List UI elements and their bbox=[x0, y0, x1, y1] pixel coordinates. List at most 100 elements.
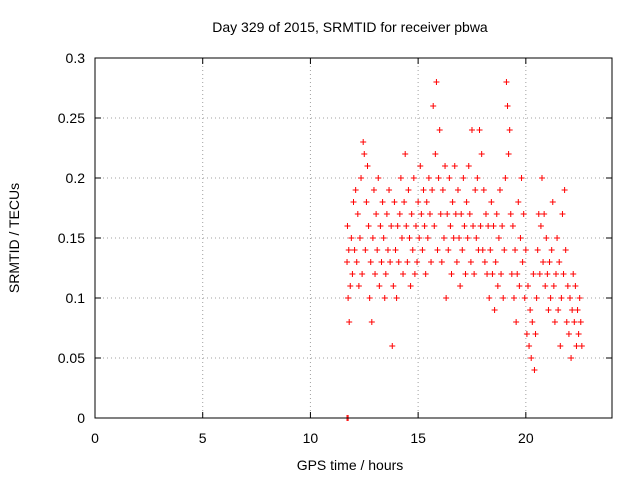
data-point bbox=[527, 307, 534, 313]
data-point bbox=[512, 247, 519, 253]
data-point bbox=[345, 247, 352, 253]
data-point bbox=[523, 331, 530, 337]
data-point bbox=[456, 235, 463, 241]
data-point bbox=[458, 211, 465, 217]
data-point bbox=[554, 235, 561, 241]
data-point bbox=[467, 259, 474, 265]
data-point bbox=[524, 283, 531, 289]
data-point bbox=[409, 247, 416, 253]
data-point bbox=[443, 295, 450, 301]
chart-title: Day 329 of 2015, SRMTID for receiver pbw… bbox=[212, 19, 488, 35]
y-axis-label: SRMTID / TECUs bbox=[6, 183, 22, 293]
x-tick-label: 5 bbox=[199, 430, 207, 446]
data-point bbox=[353, 259, 360, 265]
data-point bbox=[400, 271, 407, 277]
data-point bbox=[562, 247, 569, 253]
data-point bbox=[509, 223, 516, 229]
data-point bbox=[548, 247, 555, 253]
data-point bbox=[375, 175, 382, 181]
data-point bbox=[423, 199, 430, 205]
data-point bbox=[516, 283, 523, 289]
data-point bbox=[440, 235, 447, 241]
data-point bbox=[485, 223, 492, 229]
data-point bbox=[355, 283, 362, 289]
data-point bbox=[528, 355, 535, 361]
data-point bbox=[536, 271, 543, 277]
data-point bbox=[453, 259, 460, 265]
data-point bbox=[345, 295, 352, 301]
data-point bbox=[428, 259, 435, 265]
data-point bbox=[430, 103, 437, 109]
data-point bbox=[495, 235, 502, 241]
data-point bbox=[545, 307, 552, 313]
data-point bbox=[435, 175, 442, 181]
data-point bbox=[405, 187, 412, 193]
data-point bbox=[564, 283, 571, 289]
data-point bbox=[389, 343, 396, 349]
data-point bbox=[470, 223, 477, 229]
data-point bbox=[384, 247, 391, 253]
data-point bbox=[386, 187, 393, 193]
data-point bbox=[537, 223, 544, 229]
data-point bbox=[434, 247, 441, 253]
data-point bbox=[387, 259, 394, 265]
data-point bbox=[496, 187, 503, 193]
data-point bbox=[482, 211, 489, 217]
data-point bbox=[481, 259, 488, 265]
data-point bbox=[364, 163, 371, 169]
x-tick-label: 15 bbox=[410, 430, 426, 446]
data-point bbox=[410, 175, 417, 181]
data-point bbox=[463, 199, 470, 205]
data-point bbox=[383, 211, 390, 217]
data-point bbox=[365, 223, 372, 229]
data-point bbox=[366, 295, 373, 301]
data-point bbox=[578, 343, 585, 349]
data-point bbox=[408, 211, 415, 217]
data-point bbox=[531, 367, 538, 373]
data-point bbox=[369, 235, 376, 241]
data-point bbox=[431, 223, 438, 229]
data-point bbox=[401, 199, 408, 205]
data-point bbox=[503, 79, 510, 85]
data-point bbox=[406, 235, 413, 241]
data-point bbox=[454, 187, 461, 193]
data-point bbox=[359, 271, 366, 277]
data-point bbox=[572, 283, 579, 289]
data-point bbox=[420, 187, 427, 193]
data-point bbox=[373, 211, 380, 217]
data-point bbox=[397, 175, 404, 181]
data-point bbox=[493, 211, 500, 217]
data-point bbox=[436, 127, 443, 133]
data-point bbox=[367, 259, 374, 265]
data-point bbox=[477, 223, 484, 229]
data-point bbox=[544, 271, 551, 277]
data-point bbox=[574, 307, 581, 313]
data-point bbox=[473, 235, 480, 241]
data-point bbox=[478, 151, 485, 157]
data-point bbox=[376, 283, 383, 289]
data-point bbox=[460, 175, 467, 181]
data-point bbox=[557, 343, 564, 349]
data-point bbox=[403, 223, 410, 229]
data-point bbox=[351, 247, 358, 253]
data-point bbox=[421, 223, 428, 229]
data-point bbox=[412, 223, 419, 229]
data-point bbox=[530, 271, 537, 277]
data-point bbox=[466, 211, 473, 217]
data-point bbox=[521, 295, 528, 301]
plot-frame bbox=[94, 57, 613, 419]
x-tick-label: 20 bbox=[518, 430, 534, 446]
x-tick-label: 0 bbox=[91, 430, 99, 446]
data-point bbox=[568, 355, 575, 361]
data-point bbox=[411, 271, 418, 277]
data-point bbox=[426, 211, 433, 217]
data-point bbox=[395, 259, 402, 265]
data-point bbox=[439, 187, 446, 193]
data-point bbox=[488, 199, 495, 205]
data-point bbox=[447, 223, 454, 229]
y-tick-label: 0.25 bbox=[58, 110, 85, 126]
data-point bbox=[543, 235, 550, 241]
data-point bbox=[505, 151, 512, 157]
data-point bbox=[346, 319, 353, 325]
data-point bbox=[479, 247, 486, 253]
